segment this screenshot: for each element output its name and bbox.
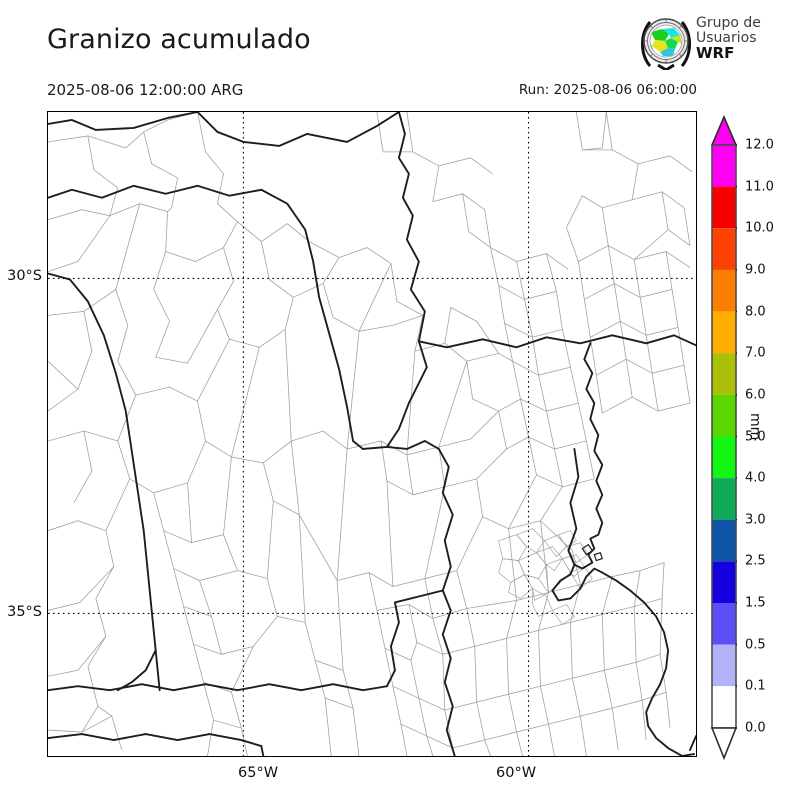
logo-line-2: Usuarios — [696, 30, 757, 46]
colorbar-tick-2p5: 2.5 — [745, 553, 766, 569]
colorbar-tick-6: 6.0 — [745, 387, 766, 403]
logo-line-1: Grupo de — [696, 15, 761, 31]
colorbar-tick-4: 4.0 — [745, 470, 766, 486]
map-vector-layer — [48, 112, 696, 756]
colorbar — [711, 115, 737, 760]
lat-tick-label-30s: 30°S — [7, 268, 42, 284]
colorbar-tick-9: 9.0 — [745, 262, 766, 278]
department-boundaries — [48, 112, 693, 756]
lon-tick-label-65w: 65°W — [238, 765, 279, 781]
globe-seal-icon — [641, 18, 691, 70]
run-time-label: Run: 2025-08-06 06:00:00 — [518, 82, 697, 98]
logo-text: Grupo de Usuarios WRF — [696, 16, 761, 61]
colorbar-tick-0p1: 0.1 — [745, 678, 766, 694]
colorbar-tick-1p5: 1.5 — [745, 595, 766, 611]
colorbar-tick-12: 12.0 — [745, 137, 774, 153]
colorbar-tick-10: 10.0 — [745, 220, 774, 236]
colorbar-bands — [712, 145, 736, 728]
map-canvas[interactable] — [47, 111, 697, 757]
colorbar-tick-0: 0.0 — [745, 720, 766, 736]
valid-time-label: 2025-08-06 12:00:00 ARG — [47, 81, 244, 99]
colorbar-axis-label: mm — [747, 413, 763, 441]
colorbar-gradient — [711, 115, 737, 760]
province-boundaries — [48, 112, 696, 756]
colorbar-over-arrow — [711, 115, 737, 146]
colorbar-tick-0p5: 0.5 — [745, 637, 766, 653]
colorbar-tick-11: 11.0 — [745, 179, 774, 195]
graticule — [48, 112, 696, 756]
colorbar-under-arrow — [711, 727, 737, 760]
logo: Grupo de Usuarios WRF — [638, 12, 796, 72]
logo-line-3: WRF — [696, 44, 735, 62]
colorbar-tick-8: 8.0 — [745, 304, 766, 320]
colorbar-tick-3: 3.0 — [745, 512, 766, 528]
lat-tick-label-35s: 35°S — [7, 604, 42, 620]
colorbar-tick-7: 7.0 — [745, 345, 766, 361]
lon-tick-label-60w: 60°W — [496, 765, 537, 781]
colorbar-tick-5: 5.0 — [745, 429, 766, 444]
page-title: Granizo acumulado — [47, 24, 311, 55]
